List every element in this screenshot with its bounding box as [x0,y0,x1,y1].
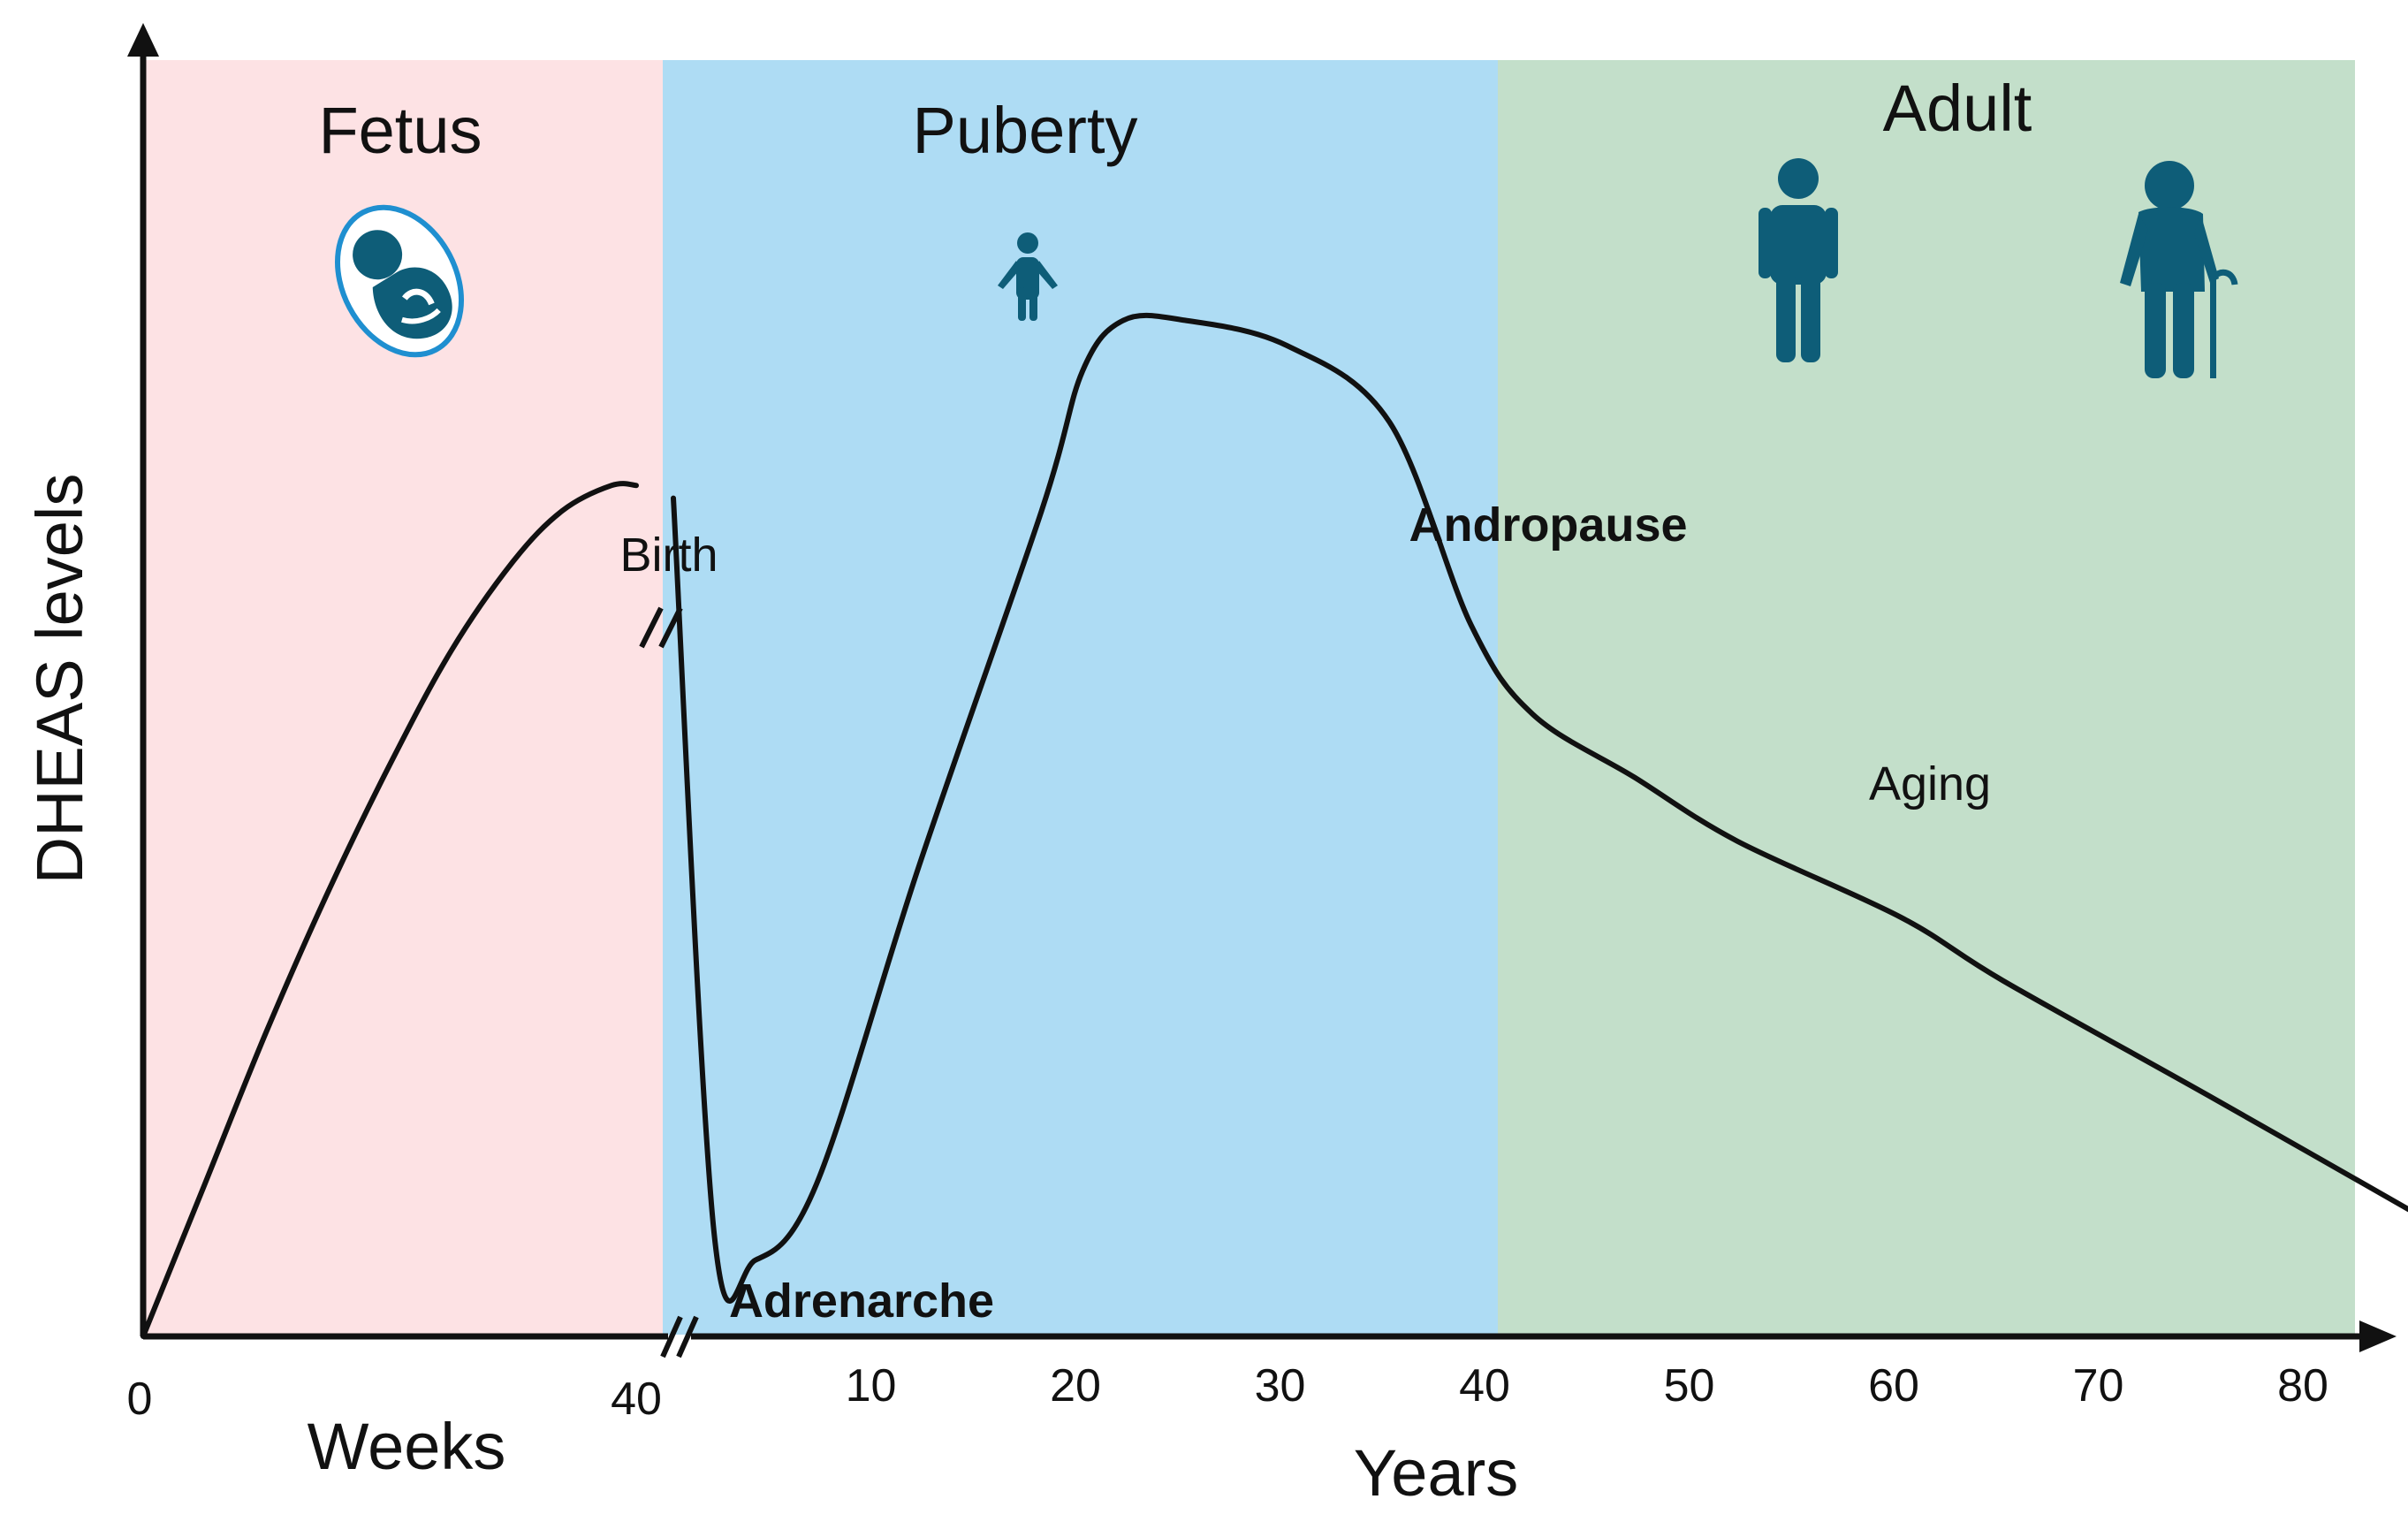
x-tick-weeks-0: 0 [127,1374,153,1425]
x-axis-arrow [2359,1320,2397,1352]
dheas-curve-postnatal [671,312,2408,1304]
phase-label-puberty: Puberty [912,94,1137,167]
adult-man-icon [1759,158,1838,362]
phase-band-adult [1498,60,2355,1335]
x-tick-years-40: 40 [1459,1360,1510,1412]
fetus-icon [334,204,465,358]
axes [127,23,2397,1358]
x-tick-labels: 0 40 10 20 30 40 50 60 70 80 [127,1360,2328,1425]
x-axis-label-weeks: Weeks [308,1410,506,1483]
x-axis-break-marks [660,1315,699,1358]
phase-label-adult: Adult [1883,72,2032,145]
x-tick-weeks-40: 40 [611,1374,662,1425]
y-axis-label: DHEAS levels [23,474,96,885]
x-tick-years-70: 70 [2073,1360,2124,1412]
phase-label-fetus: Fetus [318,94,482,167]
x-tick-years-50: 50 [1664,1360,1715,1412]
annotation-aging: Aging [1869,757,1991,810]
x-tick-years-60: 60 [1868,1360,1919,1412]
child-icon [998,232,1058,321]
annotation-andropause: Andropause [1409,498,1687,552]
x-axis-label-years: Years [1354,1436,1519,1510]
curve-break-marks [639,606,683,649]
annotation-birth: Birth [619,529,718,582]
dheas-curve-fetal [141,481,639,1339]
elderly-man-with-cane-icon [2120,161,2238,378]
x-tick-years-80: 80 [2277,1360,2328,1412]
x-tick-years-30: 30 [1255,1360,1306,1412]
annotation-adrenarche: Adrenarche [729,1275,994,1328]
x-tick-years-20: 20 [1050,1360,1101,1412]
y-axis-arrow [127,23,159,57]
x-tick-years-10: 10 [846,1360,897,1412]
phase-band-puberty [663,60,1498,1335]
